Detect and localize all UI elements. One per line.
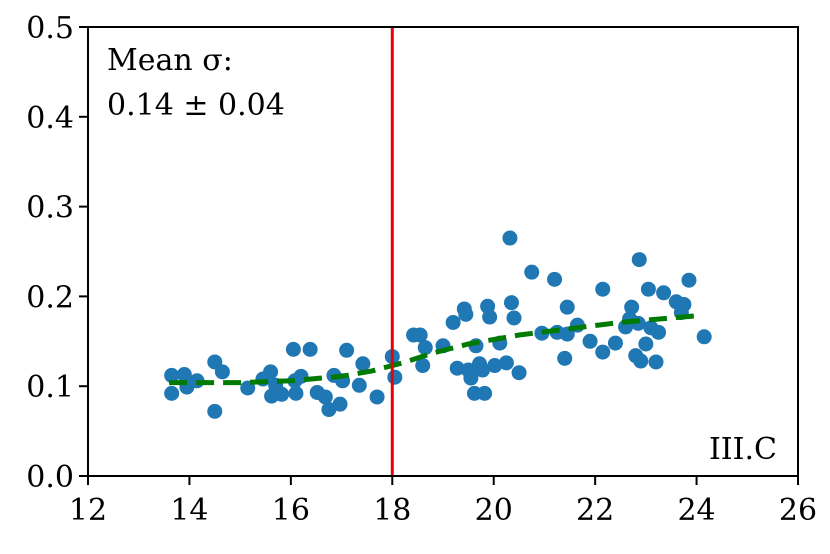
x-tick-label: 20 [475, 493, 513, 528]
mean-sigma-value: 0.14 ± 0.04 [107, 88, 285, 123]
data-point [369, 389, 385, 405]
y-tick-label: 0.3 [26, 191, 74, 226]
data-point [624, 299, 640, 315]
data-point [547, 271, 563, 287]
data-point [445, 314, 461, 330]
data-point [648, 354, 664, 370]
data-point [302, 341, 318, 357]
data-point [288, 385, 304, 401]
x-tick-label: 26 [779, 493, 817, 528]
x-tick-label: 12 [69, 493, 107, 528]
data-point [681, 272, 697, 288]
data-point [498, 355, 514, 371]
data-point [475, 362, 491, 378]
data-point [415, 358, 431, 374]
data-point [351, 377, 367, 393]
plot-frame [87, 26, 799, 477]
y-axis-ticks: 0.0 0.1 0.2 0.3 0.4 0.5 [26, 11, 88, 495]
data-point [477, 385, 493, 401]
data-point [656, 285, 672, 301]
data-point [387, 369, 403, 385]
data-point [321, 402, 337, 418]
y-tick-label: 0.5 [26, 11, 74, 46]
data-points [164, 230, 712, 419]
panel-label: III.C [709, 432, 777, 467]
data-point [638, 336, 654, 352]
x-tick-label: 14 [170, 493, 208, 528]
data-point [164, 367, 180, 383]
data-point [696, 329, 712, 345]
x-tick-label: 18 [373, 493, 411, 528]
x-tick-label: 22 [576, 493, 614, 528]
trend-line [169, 312, 702, 386]
data-point [506, 310, 522, 326]
data-point [274, 386, 290, 402]
data-point [582, 333, 598, 349]
data-point [557, 350, 573, 366]
data-point [595, 344, 611, 360]
data-point [263, 364, 279, 380]
y-tick-label: 0.1 [26, 370, 74, 405]
data-point [412, 327, 428, 343]
data-point [417, 340, 433, 356]
data-point [463, 370, 479, 386]
x-tick-label: 24 [677, 493, 715, 528]
data-point [487, 358, 503, 374]
data-point [631, 252, 647, 268]
mean-sigma-label: Mean σ: [107, 43, 233, 78]
data-point [511, 365, 527, 381]
data-point [176, 367, 192, 383]
data-point [339, 342, 355, 358]
y-tick-label: 0.2 [26, 280, 74, 315]
data-point [676, 296, 692, 312]
data-point [164, 385, 180, 401]
data-point [607, 335, 623, 351]
x-tick-label: 16 [272, 493, 310, 528]
data-point [503, 295, 519, 311]
data-point [458, 306, 474, 322]
data-point [524, 264, 540, 280]
data-point [285, 341, 301, 357]
data-point [332, 396, 348, 412]
data-point [207, 403, 223, 419]
data-point [595, 281, 611, 297]
data-point [640, 281, 656, 297]
data-point [502, 230, 518, 246]
data-point [355, 356, 371, 372]
data-point [482, 309, 498, 325]
data-point [633, 353, 649, 369]
data-point [214, 364, 230, 380]
data-point [559, 299, 575, 315]
data-point [449, 360, 465, 376]
data-point [317, 389, 333, 405]
y-tick-label: 0.0 [26, 460, 74, 495]
x-axis-ticks: 12 14 16 18 20 22 24 26 [69, 476, 817, 528]
data-point [651, 324, 667, 340]
y-tick-label: 0.4 [26, 101, 74, 136]
